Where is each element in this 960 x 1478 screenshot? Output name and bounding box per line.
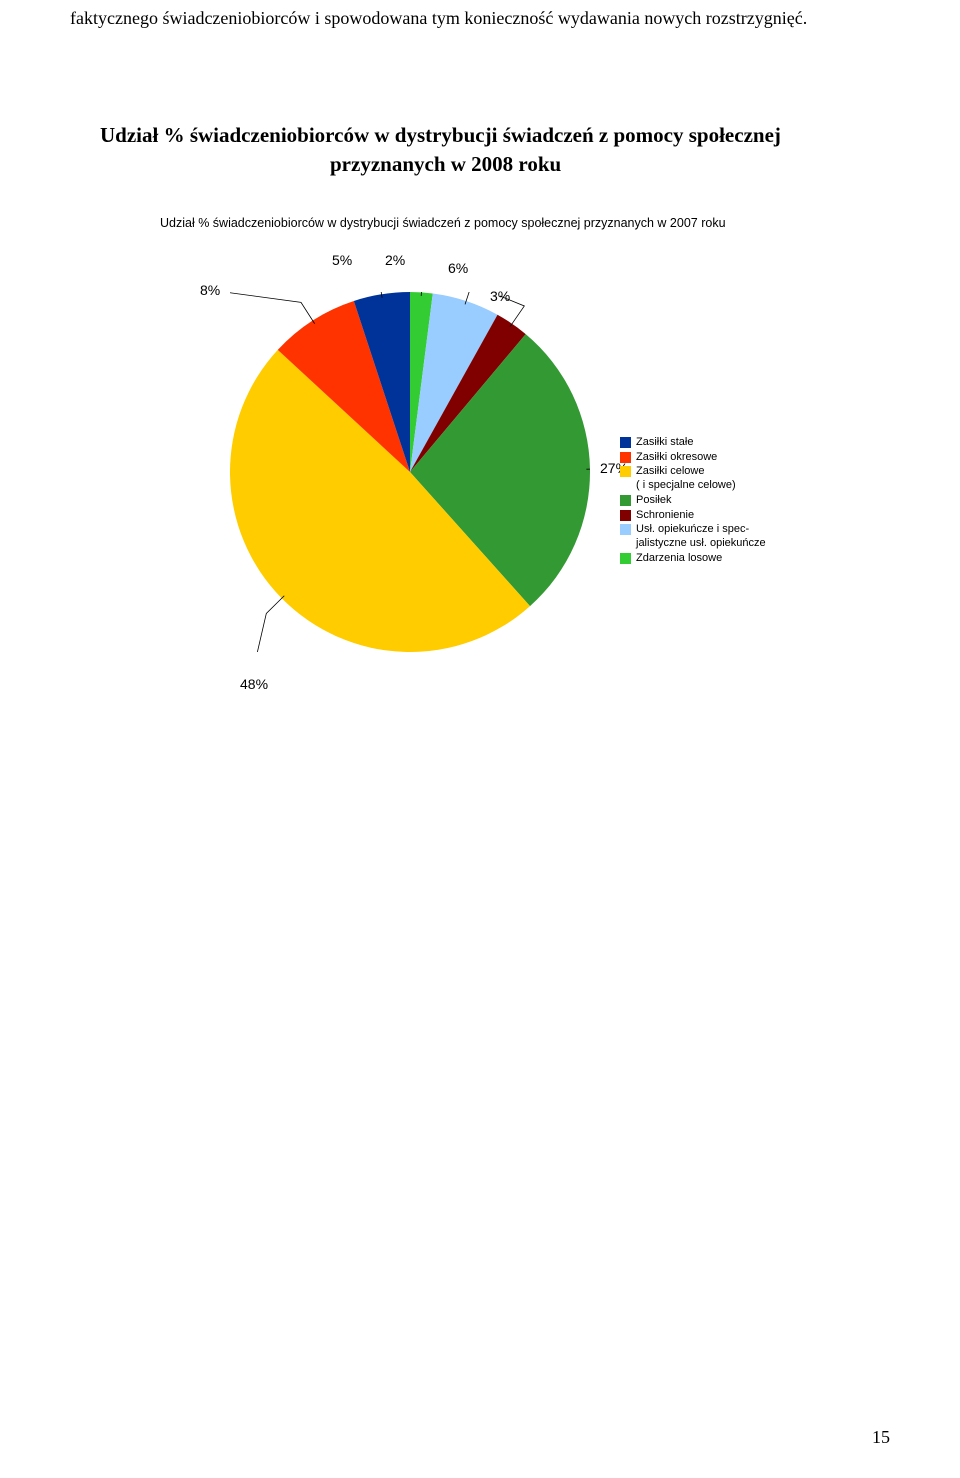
legend-label: Posiłek [636,494,671,508]
legend-item: Schronienie [620,509,766,523]
leader-line [250,596,284,652]
legend-swatch [620,466,631,477]
pie-svg [230,292,590,652]
legend-label: Zasiłki stałe [636,436,693,450]
legend-swatch [620,437,631,448]
slice-label: 8% [200,282,220,298]
chart-heading: Udział % świadczeniobiorców w dystrybucj… [100,121,830,178]
slice-label: 5% [332,252,352,268]
chart-subheading: Udział % świadczeniobiorców w dystrybucj… [160,216,890,230]
legend-swatch [620,553,631,564]
legend-swatch [620,452,631,463]
legend-item: Zasiłki celowe ( i specjalne celowe) [620,465,766,493]
slice-label: 6% [448,260,468,276]
legend-label: Zasiłki celowe ( i specjalne celowe) [636,465,736,493]
legend-item: Zasiłki okresowe [620,451,766,465]
slice-label: 3% [490,288,510,304]
heading-line2: przyznanych w 2008 roku [100,150,830,178]
legend-swatch [620,524,631,535]
legend: Zasiłki stałeZasiłki okresoweZasiłki cel… [620,436,766,567]
legend-swatch [620,510,631,521]
legend-label: Usł. opiekuńcze i spec-jalistyczne usł. … [636,523,766,551]
leader-line [230,292,315,324]
legend-item: Zasiłki stałe [620,436,766,450]
page-number: 15 [872,1427,890,1448]
slice-label: 2% [385,252,405,268]
slice-label: 48% [240,676,268,692]
top-paragraph: faktycznego świadczeniobiorców i spowodo… [70,0,890,31]
legend-item: Posiłek [620,494,766,508]
legend-item: Zdarzenia losowe [620,552,766,566]
legend-label: Zasiłki okresowe [636,451,717,465]
pie-wrap [230,292,590,652]
legend-swatch [620,495,631,506]
legend-label: Zdarzenia losowe [636,552,722,566]
legend-label: Schronienie [636,509,694,523]
heading-line1: Udział % świadczeniobiorców w dystrybucj… [100,123,781,147]
pie-chart: 5%2%6%8%3%27%48% Zasiłki stałeZasiłki ok… [110,252,810,732]
legend-item: Usł. opiekuńcze i spec-jalistyczne usł. … [620,523,766,551]
